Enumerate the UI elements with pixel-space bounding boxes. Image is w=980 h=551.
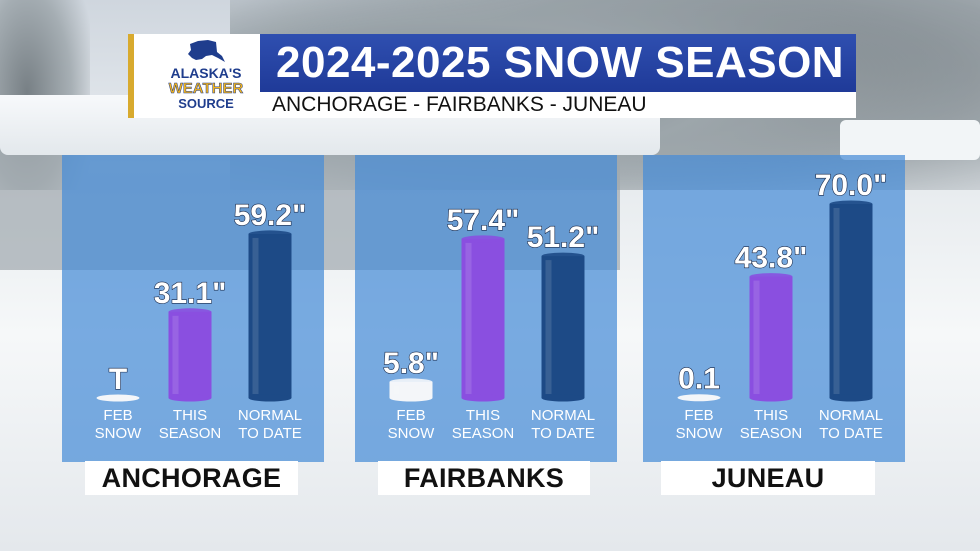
value-label-anchorage-this-season: 31.1" — [154, 277, 227, 310]
bar-base-fairbanks-this-season — [461, 394, 505, 402]
bar-cap-anchorage-feb-snow — [96, 394, 140, 402]
title-bar — [260, 34, 856, 92]
bar-highlight-juneau-normal-to-date — [833, 208, 840, 394]
value-label-juneau-normal-to-date: 70.0" — [815, 169, 888, 202]
city-label-box-juneau — [661, 461, 875, 495]
category-label-anchorage-normal-to-date: NORMAL TO DATE — [238, 407, 302, 442]
chart-title: 2024-2025 SNOW SEASON — [276, 38, 845, 87]
category-label-juneau-feb-snow: FEB SNOW — [676, 407, 724, 442]
value-label-anchorage-feb-snow: T — [109, 363, 127, 396]
bar-base-juneau-normal-to-date — [829, 394, 873, 402]
category-label-fairbanks-feb-snow: FEB SNOW — [388, 407, 436, 442]
city-label-juneau: JUNEAU — [711, 463, 825, 493]
bar-cap-juneau-this-season — [749, 273, 793, 281]
background-snowy-roof-right — [840, 120, 980, 160]
category-label-juneau-normal-to-date: NORMAL TO DATE — [819, 407, 883, 442]
bar-highlight-fairbanks-normal-to-date — [545, 260, 552, 394]
bar-highlight-anchorage-this-season — [172, 315, 179, 394]
bar-juneau-normal-to-date — [829, 204, 873, 398]
bar-base-fairbanks-feb-snow — [389, 394, 433, 402]
value-label-fairbanks-feb-snow: 5.8" — [383, 347, 439, 380]
category-label-anchorage-this-season: THIS SEASON — [159, 407, 222, 442]
bar-anchorage-this-season — [168, 311, 212, 398]
logo-line-1: ALASKA'S — [170, 65, 242, 81]
bar-base-fairbanks-normal-to-date — [541, 394, 585, 402]
value-label-anchorage-normal-to-date: 59.2" — [234, 199, 307, 232]
category-label-fairbanks-this-season: THIS SEASON — [452, 407, 515, 442]
city-label-box-anchorage — [85, 461, 298, 495]
bar-highlight-anchorage-normal-to-date — [252, 237, 259, 394]
category-label-fairbanks-normal-to-date: NORMAL TO DATE — [531, 407, 595, 442]
city-label-box-fairbanks — [378, 461, 590, 495]
bar-cap-fairbanks-normal-to-date — [541, 252, 585, 260]
logo-wordmark: ALASKA'S WEATHER SOURCE — [160, 65, 252, 112]
bar-cap-fairbanks-this-season — [461, 235, 505, 243]
bar-highlight-fairbanks-feb-snow — [393, 385, 400, 394]
bar-base-juneau-this-season — [749, 394, 793, 402]
city-label-anchorage: ANCHORAGE — [101, 463, 282, 493]
bar-highlight-fairbanks-this-season — [465, 242, 472, 394]
bar-fairbanks-feb-snow — [389, 381, 433, 398]
logo-accent-stripe — [128, 34, 134, 118]
category-label-juneau-this-season: THIS SEASON — [740, 407, 803, 442]
bar-cap-anchorage-normal-to-date — [248, 230, 292, 238]
logo-line-2: WEATHER — [168, 80, 244, 97]
value-label-juneau-this-season: 43.8" — [735, 242, 808, 275]
bar-cap-juneau-normal-to-date — [829, 200, 873, 208]
bar-highlight-juneau-this-season — [753, 280, 760, 394]
value-label-fairbanks-normal-to-date: 51.2" — [527, 221, 600, 254]
bar-fairbanks-this-season — [461, 238, 505, 398]
bar-cap-juneau-feb-snow — [677, 394, 721, 402]
subtitle-bar — [260, 92, 856, 118]
logo-line-3: SOURCE — [178, 96, 234, 111]
alaska-map-icon — [188, 40, 225, 62]
value-label-juneau-feb-snow: 0.1 — [678, 363, 720, 396]
value-label-fairbanks-this-season: 57.4" — [447, 204, 520, 237]
bar-juneau-this-season — [749, 276, 793, 398]
bar-base-anchorage-this-season — [168, 394, 212, 402]
bar-base-anchorage-normal-to-date — [248, 394, 292, 402]
city-label-fairbanks: FAIRBANKS — [403, 463, 565, 493]
bar-cap-fairbanks-feb-snow — [389, 378, 433, 386]
chart-subtitle: ANCHORAGE - FAIRBANKS - JUNEAU — [272, 93, 647, 116]
bar-cap-anchorage-this-season — [168, 308, 212, 316]
bar-fairbanks-normal-to-date — [541, 256, 585, 398]
category-label-anchorage-feb-snow: FEB SNOW — [95, 407, 143, 442]
bar-anchorage-normal-to-date — [248, 233, 292, 398]
